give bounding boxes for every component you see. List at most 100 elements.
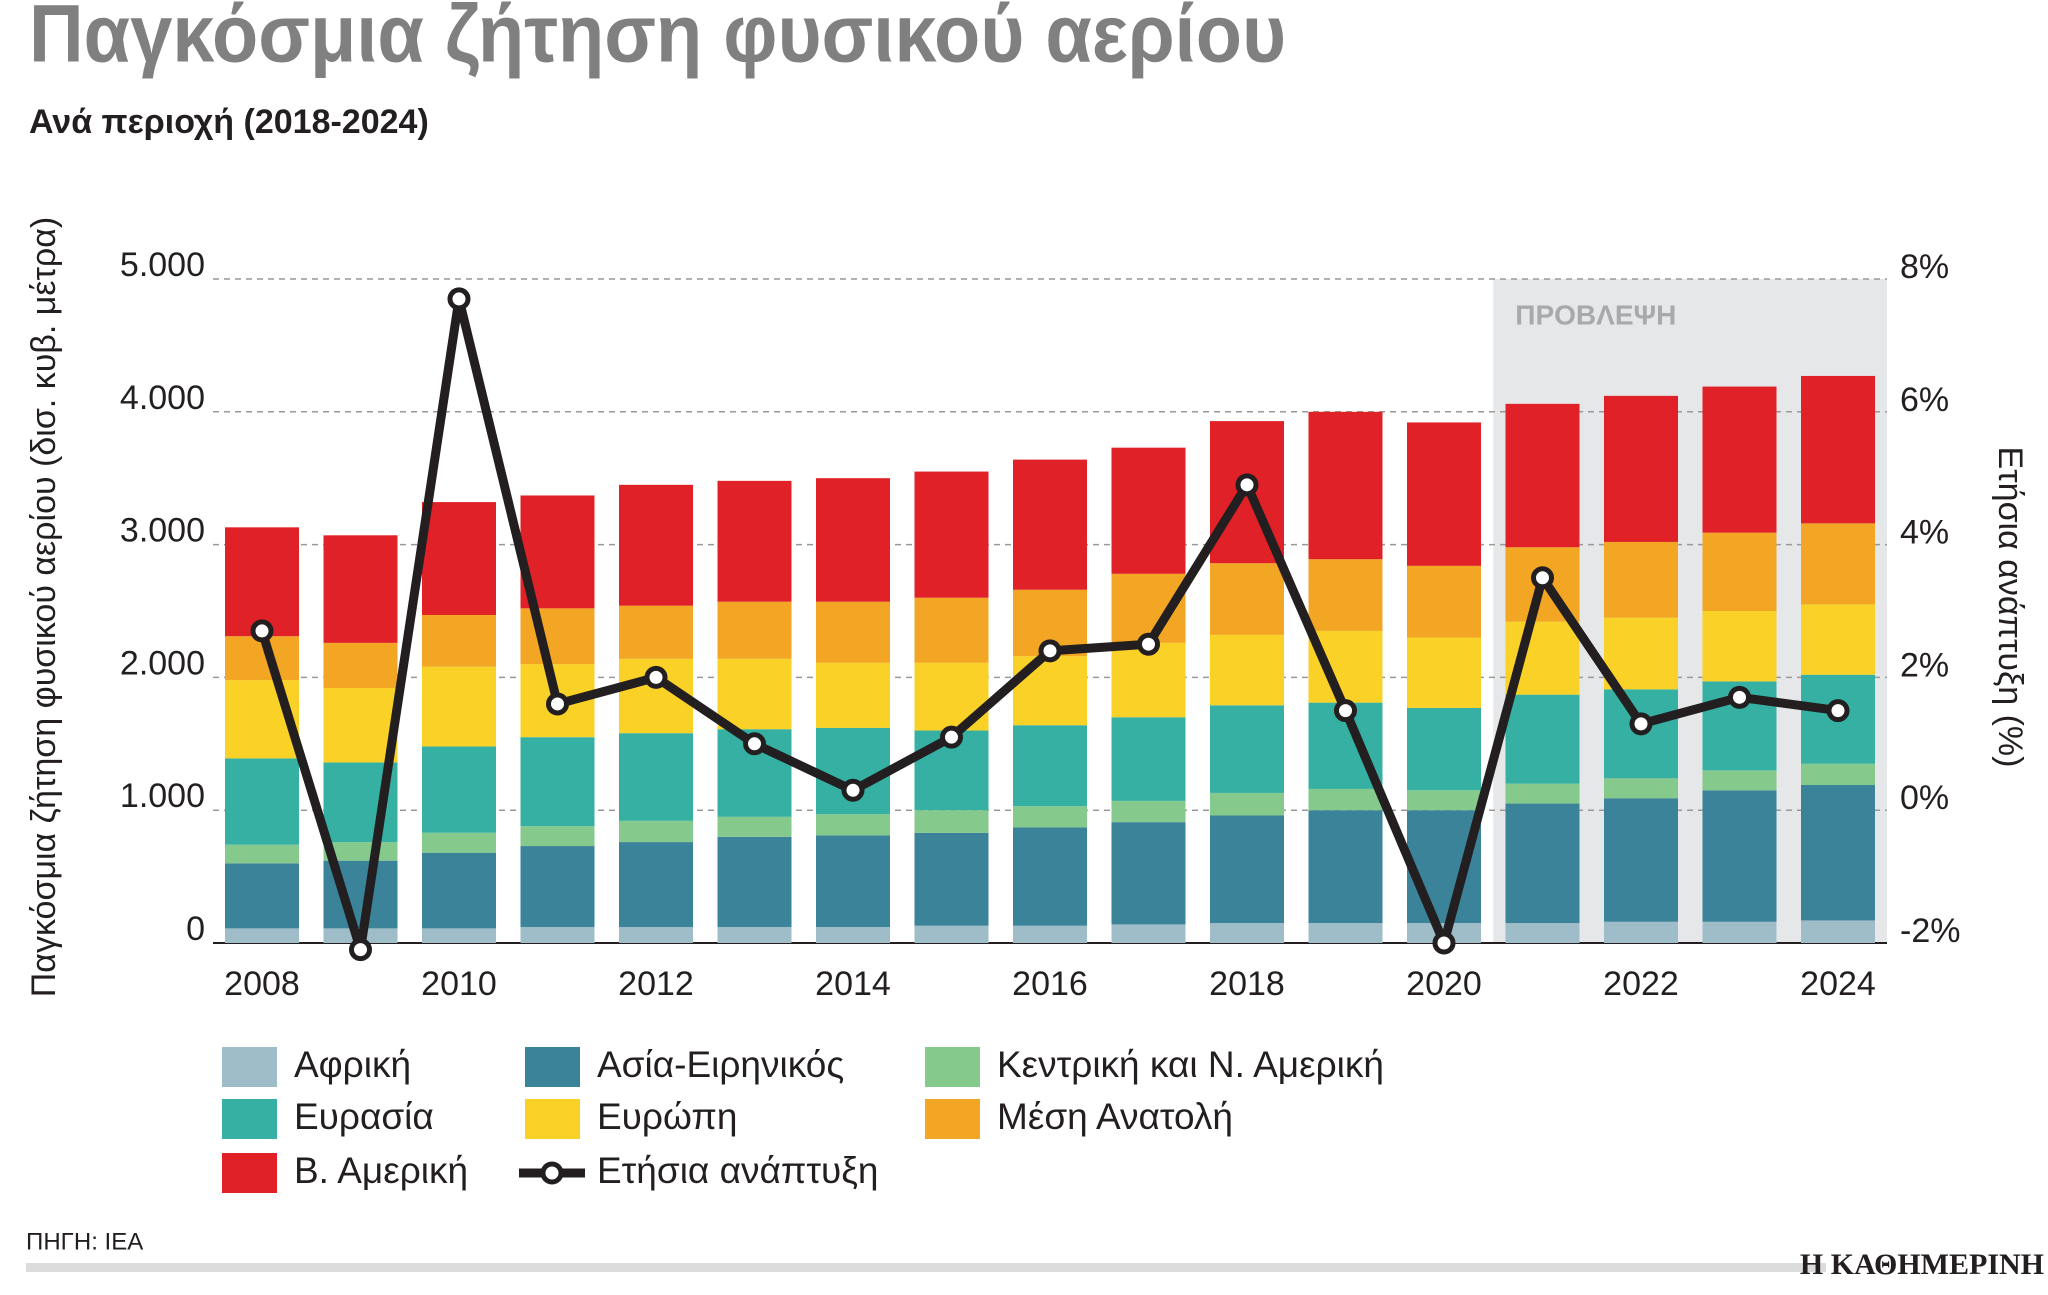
growth-point xyxy=(250,619,274,643)
bar-segment xyxy=(323,642,398,689)
bar-segment xyxy=(619,820,693,843)
bar-segment xyxy=(1604,617,1678,690)
bar-segment xyxy=(422,502,496,615)
x-tick-label: 2016 xyxy=(1012,965,1088,1003)
y-tick-label: 0 xyxy=(186,910,205,948)
bar-segment xyxy=(520,927,595,943)
x-tick-label: 2024 xyxy=(1800,965,1876,1003)
legend-marker xyxy=(540,1161,564,1185)
growth-point xyxy=(644,665,668,689)
bar-segment xyxy=(1013,725,1087,807)
x-tick-label: 2018 xyxy=(1209,965,1285,1003)
bar-segment xyxy=(1407,565,1481,638)
y-tick-label: 2.000 xyxy=(120,644,205,682)
legend-swatch xyxy=(925,1047,980,1087)
bar-segment xyxy=(1210,705,1284,793)
bar-segment xyxy=(1111,822,1186,925)
bar-segment xyxy=(1702,611,1777,682)
bar-segment xyxy=(1702,532,1777,611)
bar-segment xyxy=(717,927,792,943)
bar-segment xyxy=(816,662,890,728)
bar-segment xyxy=(1407,422,1481,566)
legend-label: Αφρική xyxy=(294,1044,411,1085)
bar-segment xyxy=(225,527,299,637)
bar-segment xyxy=(422,746,496,833)
growth-point xyxy=(1629,712,1653,736)
bar-segment xyxy=(1801,920,1875,943)
bar-segment xyxy=(1407,637,1481,708)
x-tick-label: 2020 xyxy=(1406,965,1482,1003)
y-tick-label: 3.000 xyxy=(120,512,205,550)
bar-segment xyxy=(225,844,299,864)
y2-tick-label: 4% xyxy=(1900,514,1949,552)
legend-label: Μέση Ανατολή xyxy=(997,1096,1233,1137)
legend-swatch xyxy=(222,1153,277,1193)
growth-point xyxy=(1728,685,1751,709)
x-tick-label: 2014 xyxy=(815,965,891,1003)
bar-segment xyxy=(816,814,890,836)
bar-segment xyxy=(1210,634,1284,706)
bar-segment xyxy=(225,928,299,943)
x-tick-label: 2012 xyxy=(618,965,694,1003)
bar-segment xyxy=(1505,923,1580,943)
brand: Η ΚΑΘΗΜΕΡΙΝΗ xyxy=(1800,1248,2044,1281)
bar-segment xyxy=(1505,803,1580,924)
bar-segment xyxy=(1702,770,1777,791)
growth-point xyxy=(1137,632,1160,656)
bar-segment xyxy=(323,535,398,643)
growth-point xyxy=(1334,699,1357,723)
bar-segment xyxy=(1801,523,1875,605)
bar-segment xyxy=(619,484,693,606)
legend-label: Ευρώπη xyxy=(597,1096,737,1137)
legend-swatch xyxy=(525,1047,580,1087)
bar-segment xyxy=(1013,925,1087,943)
growth-point xyxy=(1531,566,1554,590)
legend-label: Β. Αμερική xyxy=(294,1150,468,1191)
bar-segment xyxy=(422,614,496,667)
bar-segment xyxy=(1801,763,1875,785)
bar-segment xyxy=(717,480,792,602)
bar-segment xyxy=(1210,563,1284,635)
growth-point xyxy=(546,692,569,716)
bar-segment xyxy=(1604,921,1678,943)
legend-swatch xyxy=(222,1099,277,1139)
bar-segment xyxy=(1308,559,1383,631)
bar-segment xyxy=(914,810,989,833)
forecast-label: ΠΡΟΒΛΕΨΗ xyxy=(1515,299,1676,330)
bar-segment xyxy=(422,832,496,853)
y-axis-title: Παγκόσμια ζήτηση φυσικού αερίου (δισ. κυ… xyxy=(25,217,63,998)
legend-swatch xyxy=(925,1099,980,1139)
bar-segment xyxy=(717,658,792,730)
bar-segment xyxy=(1407,707,1481,791)
growth-point xyxy=(1826,699,1850,723)
growth-point xyxy=(1432,931,1456,955)
bar-segment xyxy=(422,666,496,747)
legend-swatch xyxy=(525,1099,580,1139)
legend-label: Ετήσια ανάπτυξη xyxy=(597,1150,878,1191)
bar-segment xyxy=(520,826,595,847)
bar-segment xyxy=(914,597,989,663)
x-tick-label: 2008 xyxy=(224,965,300,1003)
bar-segment xyxy=(1210,815,1284,924)
y2-tick-label: -2% xyxy=(1900,912,1960,950)
bar-segment xyxy=(1013,806,1087,828)
bar-segment xyxy=(1308,788,1383,811)
bar-segment xyxy=(225,758,299,845)
bar-segment xyxy=(520,737,595,827)
bar-segment xyxy=(717,836,792,928)
bar-segment xyxy=(1505,783,1580,804)
bar-segment xyxy=(1505,694,1580,784)
bar-segment xyxy=(1801,375,1875,524)
y2-axis-title: Ετήσια ανάπτυξη (%) xyxy=(1991,447,2029,768)
bar-segment xyxy=(1013,656,1087,726)
bar-segment xyxy=(619,842,693,928)
bar-segment xyxy=(816,478,890,602)
bar-segment xyxy=(422,928,496,943)
source: ΠΗΓΗ: IEA xyxy=(26,1228,143,1255)
y-tick-label: 5.000 xyxy=(120,246,205,284)
bar-segment xyxy=(1308,810,1383,924)
legend-swatch xyxy=(222,1047,277,1087)
bar-segment xyxy=(1505,403,1580,548)
growth-point xyxy=(940,725,963,749)
bar-segment xyxy=(1308,411,1383,560)
